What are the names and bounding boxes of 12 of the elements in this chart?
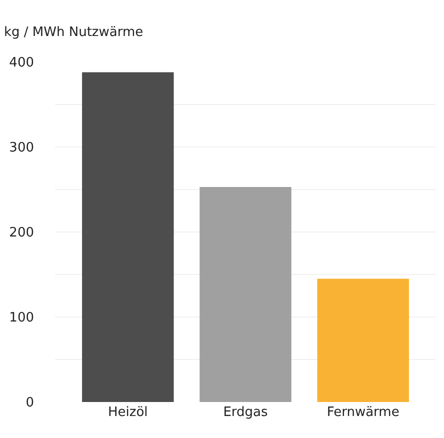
x-tick-label: Fernwärme [326,405,400,420]
y-tick-label: 400 [9,56,34,71]
y-tick-label: 300 [9,140,34,156]
x-tick-label: Erdgas [223,405,268,420]
y-tick-label: 200 [9,226,34,241]
bar [82,72,174,402]
bar [317,278,409,402]
y-axis-title: kg / MWh Nutzwärme [4,25,144,40]
y-tick-label: 0 [26,396,34,411]
x-tick-label: Heizöl [108,405,148,420]
y-tick-label: 100 [9,310,34,326]
bar [200,186,292,402]
